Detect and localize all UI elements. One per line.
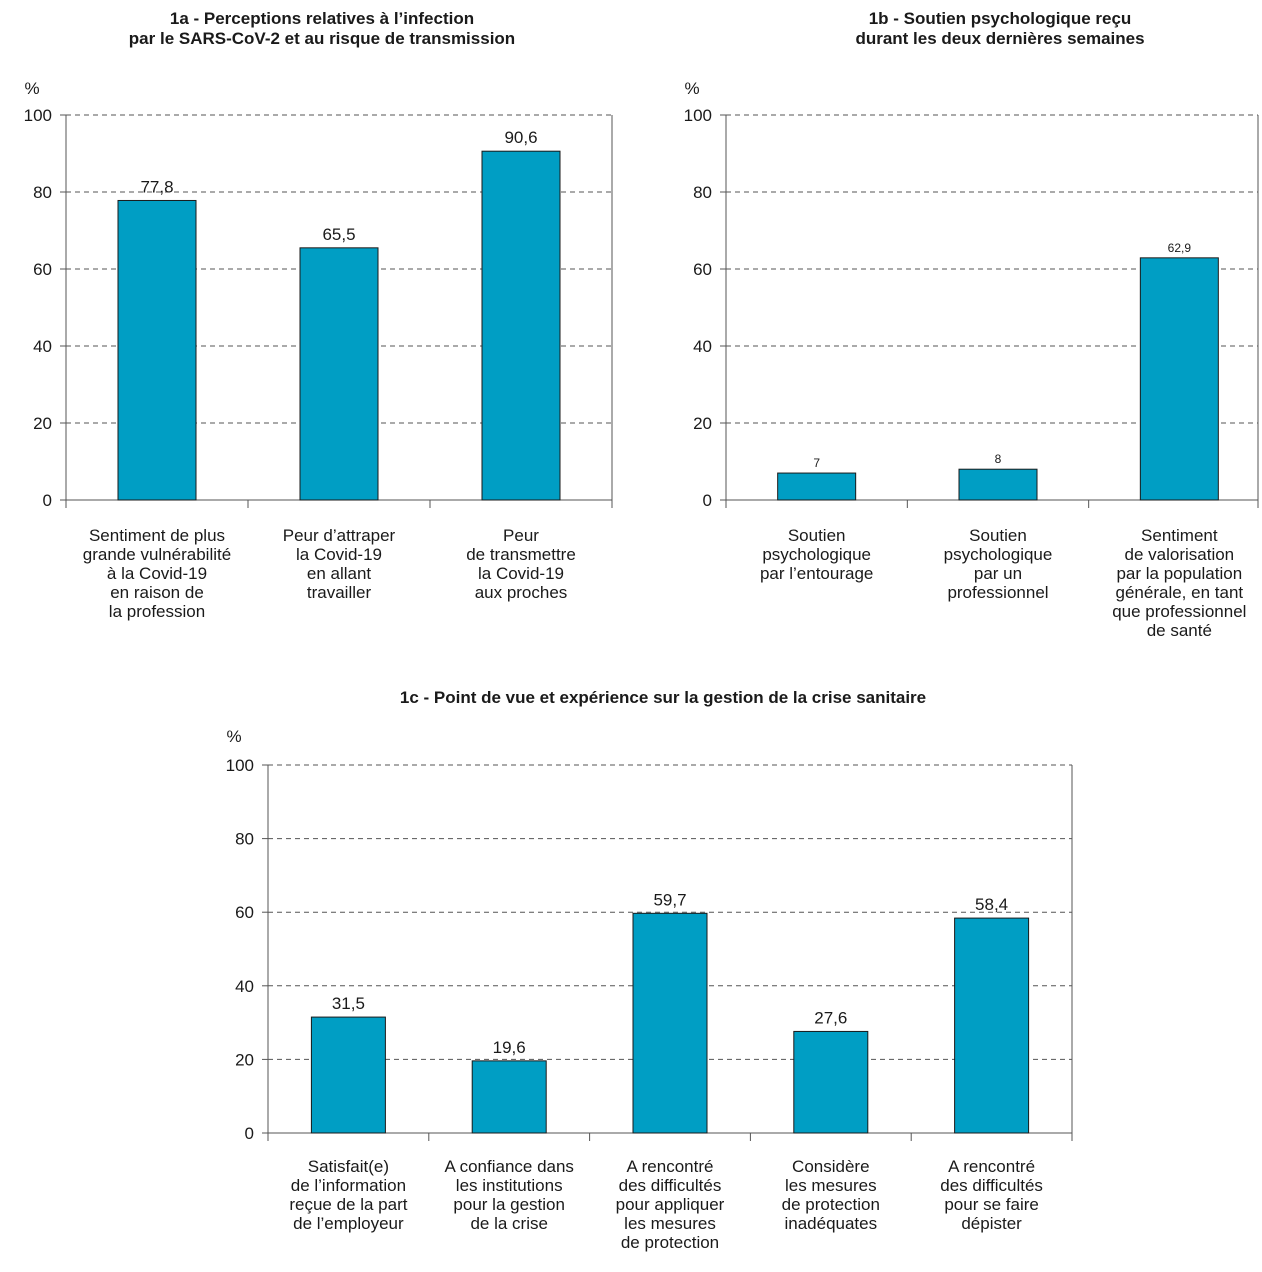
category-label: de l’information: [291, 1176, 406, 1195]
category-label: inadéquates: [784, 1214, 877, 1233]
value-label: 19,6: [493, 1038, 526, 1057]
y-tick-label: 20: [693, 414, 712, 433]
category-label: la profession: [109, 602, 205, 621]
y-tick-label: 100: [24, 106, 52, 125]
y-tick-label: 80: [693, 183, 712, 202]
category-label: Satisfait(e): [308, 1157, 389, 1176]
y-tick-label: 60: [235, 903, 254, 922]
bar: [777, 472, 857, 501]
chart-title: durant les deux dernières semaines: [855, 29, 1144, 48]
value-label: 58,4: [975, 895, 1008, 914]
category-label: Sentiment: [1141, 526, 1218, 545]
category-label: Soutien: [788, 526, 846, 545]
value-label: 65,5: [322, 225, 355, 244]
category-label: par l’entourage: [760, 564, 873, 583]
y-unit-label: %: [24, 79, 39, 98]
category-label: pour se faire: [944, 1195, 1039, 1214]
y-tick-label: 80: [33, 183, 52, 202]
category-label: des difficultés: [619, 1176, 722, 1195]
chart-3: 1c - Point de vue et expérience sur la g…: [226, 688, 1073, 1252]
bar: [958, 468, 1038, 501]
y-tick-label: 0: [703, 491, 712, 510]
category-label: Soutien: [969, 526, 1027, 545]
value-label: 31,5: [332, 994, 365, 1013]
category-label: psychologique: [944, 545, 1053, 564]
category-label: de transmettre: [466, 545, 576, 564]
bar: [632, 912, 708, 1134]
bar: [481, 150, 561, 501]
category-label: des difficultés: [940, 1176, 1043, 1195]
category-label: la Covid-19: [296, 545, 382, 564]
category-label: par la population: [1116, 564, 1242, 583]
category-label: que professionnel: [1112, 602, 1246, 621]
category-label: aux proches: [475, 583, 568, 602]
y-tick-label: 80: [235, 830, 254, 849]
y-tick-label: 60: [33, 260, 52, 279]
bar: [310, 1016, 386, 1134]
category-label: les institutions: [456, 1176, 563, 1195]
y-tick-label: 40: [33, 337, 52, 356]
bar: [793, 1030, 869, 1134]
y-tick-label: 40: [693, 337, 712, 356]
y-tick-label: 40: [235, 977, 254, 996]
category-label: générale, en tant: [1116, 583, 1244, 602]
category-label: Peur: [503, 526, 539, 545]
category-label: de protection: [782, 1195, 880, 1214]
chart-title: 1a - Perceptions relatives à l’infection: [170, 9, 474, 28]
category-label: Peur d’attraper: [283, 526, 396, 545]
value-label: 77,8: [140, 177, 173, 196]
category-label: en allant: [307, 564, 372, 583]
category-label: dépister: [961, 1214, 1022, 1233]
category-label: par un: [974, 564, 1022, 583]
category-label: de protection: [621, 1233, 719, 1252]
bar: [954, 917, 1030, 1134]
category-label: les mesures: [624, 1214, 716, 1233]
y-tick-label: 100: [226, 756, 254, 775]
category-label: pour la gestion: [453, 1195, 565, 1214]
value-label: 59,7: [653, 890, 686, 909]
category-label: les mesures: [785, 1176, 877, 1195]
bar: [117, 199, 197, 501]
chart-title: 1c - Point de vue et expérience sur la g…: [400, 688, 926, 707]
y-tick-label: 60: [693, 260, 712, 279]
category-label: la Covid-19: [478, 564, 564, 583]
bar: [471, 1060, 547, 1134]
category-label: professionnel: [947, 583, 1048, 602]
category-label: de la crise: [470, 1214, 547, 1233]
category-label: A confiance dans: [444, 1157, 573, 1176]
category-label: A rencontré: [627, 1157, 714, 1176]
value-label: 27,6: [814, 1008, 847, 1027]
value-label: 62,9: [1168, 241, 1192, 255]
value-label: 7: [813, 456, 820, 470]
y-unit-label: %: [226, 727, 241, 746]
category-label: reçue de la part: [289, 1195, 407, 1214]
y-unit-label: %: [684, 79, 699, 98]
y-tick-label: 100: [684, 106, 712, 125]
category-label: à la Covid-19: [107, 564, 207, 583]
category-label: en raison de: [110, 583, 204, 602]
value-label: 8: [995, 452, 1002, 466]
category-label: de l’employeur: [293, 1214, 404, 1233]
category-label: pour appliquer: [616, 1195, 725, 1214]
category-label: psychologique: [762, 545, 871, 564]
chart-title: 1b - Soutien psychologique reçu: [869, 9, 1132, 28]
y-tick-label: 20: [235, 1050, 254, 1069]
category-label: travailler: [307, 583, 372, 602]
category-label: A rencontré: [948, 1157, 1035, 1176]
category-label: de santé: [1147, 621, 1212, 640]
bar: [1139, 257, 1219, 501]
category-label: de valorisation: [1125, 545, 1235, 564]
chart-title: par le SARS-CoV-2 et au risque de transm…: [129, 29, 515, 48]
y-tick-label: 0: [43, 491, 52, 510]
y-tick-label: 0: [245, 1124, 254, 1143]
category-label: Considère: [792, 1157, 870, 1176]
chart-1: 1a - Perceptions relatives à l’infection…: [24, 9, 613, 621]
y-tick-label: 20: [33, 414, 52, 433]
value-label: 90,6: [504, 128, 537, 147]
bar: [299, 247, 379, 501]
category-label: Sentiment de plus: [89, 526, 225, 545]
category-label: grande vulnérabilité: [83, 545, 231, 564]
